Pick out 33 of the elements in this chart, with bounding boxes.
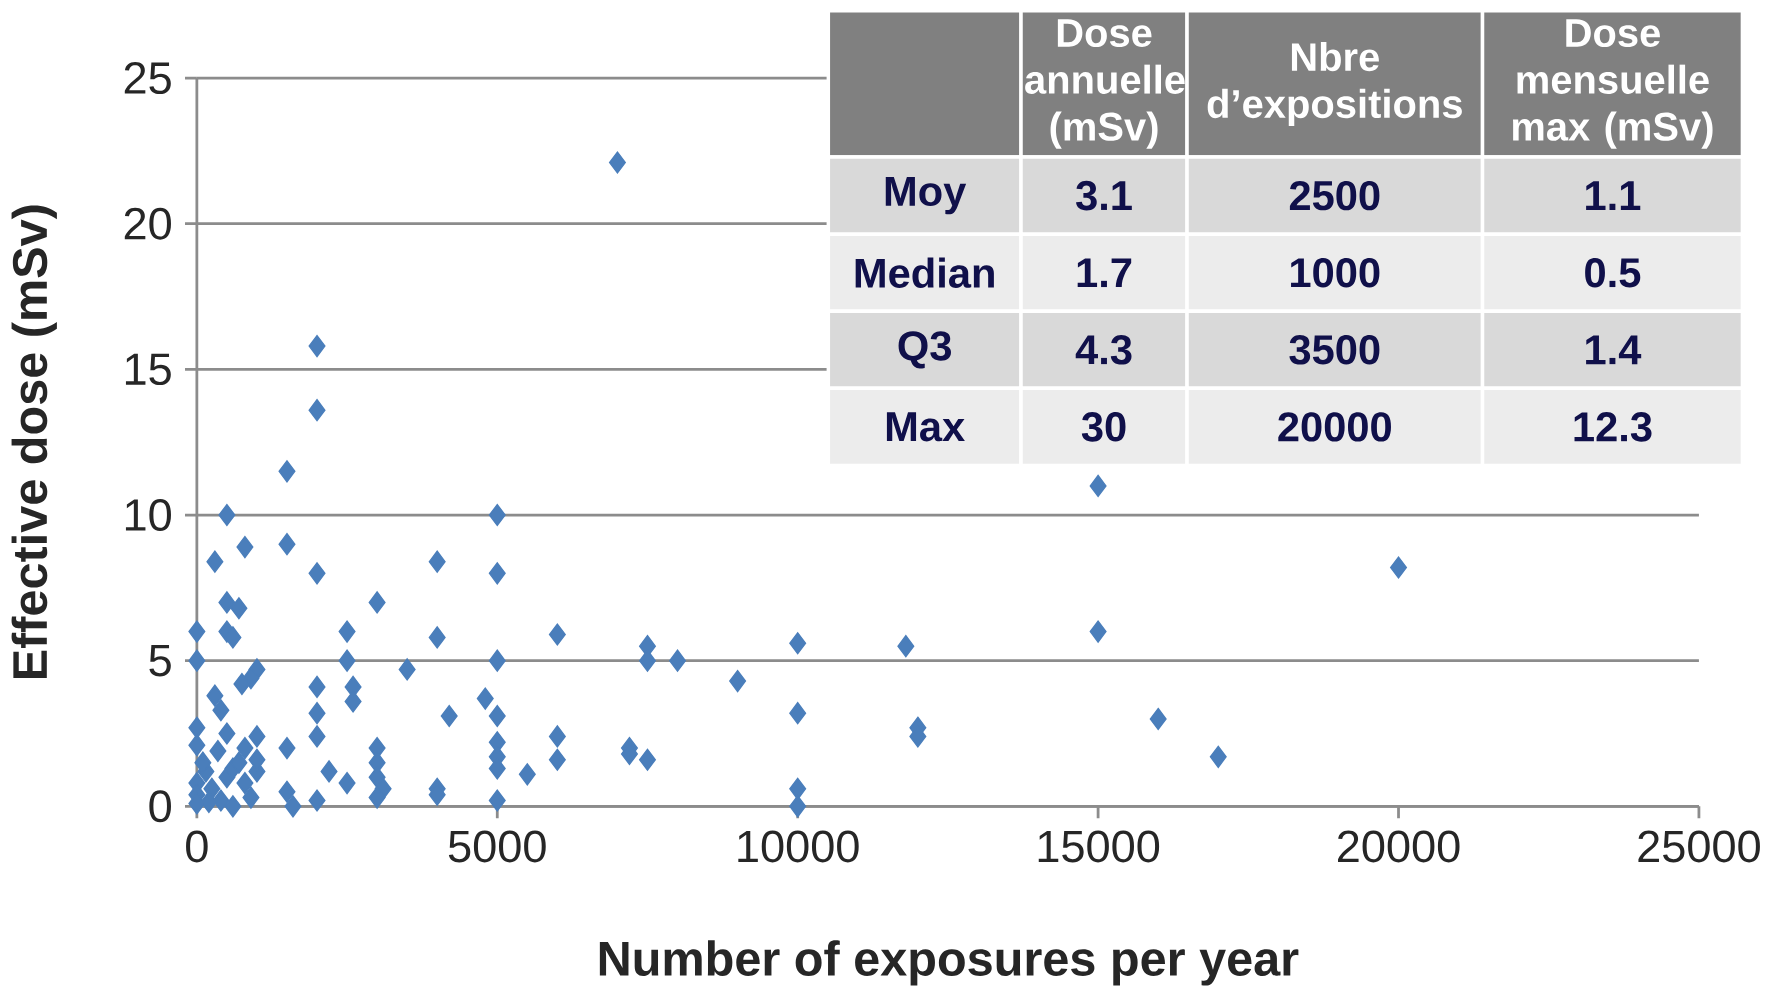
x-tick-label: 5000 — [448, 830, 546, 863]
x-tick-label: 25000 — [1638, 830, 1760, 863]
x-tick-label: 15000 — [1038, 830, 1160, 863]
y-axis-title: Effective dose (mSv) — [11, 205, 57, 678]
text: 3.1 — [1076, 180, 1132, 211]
category-label: Max — [886, 412, 965, 442]
x-tick-label: 20000 — [1338, 830, 1460, 863]
category-label: Q3 — [898, 331, 951, 369]
text: 1.4 — [1586, 335, 1642, 365]
x-tick-label: 0 — [186, 830, 208, 863]
text: 30 — [1081, 412, 1126, 442]
y-tick-label: 20 — [124, 207, 171, 240]
text: 20000 — [1278, 412, 1391, 442]
text: 1.7 — [1077, 258, 1132, 287]
category-label: Median — [855, 257, 994, 288]
text: 3500 — [1289, 334, 1380, 365]
y-tick-label: 15 — [125, 353, 171, 386]
y-tick-label: 5 — [149, 644, 171, 677]
text: 1000 — [1291, 257, 1380, 288]
category-label: Dose mensuelle max (mSv) — [1512, 19, 1713, 149]
category-label: Nbre d’expositions — [1207, 41, 1462, 126]
text: 4.3 — [1075, 334, 1132, 365]
text: 12.3 — [1574, 412, 1652, 442]
text: 2500 — [1289, 180, 1380, 211]
y-tick-label: 0 — [149, 790, 171, 823]
category-label: Dose annuelle (mSv) — [1025, 19, 1185, 149]
x-tick-label: 10000 — [738, 830, 859, 863]
y-tick-label: 25 — [124, 61, 171, 94]
text: 1.1 — [1586, 181, 1641, 210]
y-tick-label: 10 — [125, 498, 171, 531]
text: 0.5 — [1585, 257, 1641, 288]
category-label: Moy — [885, 176, 967, 215]
x-axis-title: Number of exposures per year — [599, 940, 1299, 986]
